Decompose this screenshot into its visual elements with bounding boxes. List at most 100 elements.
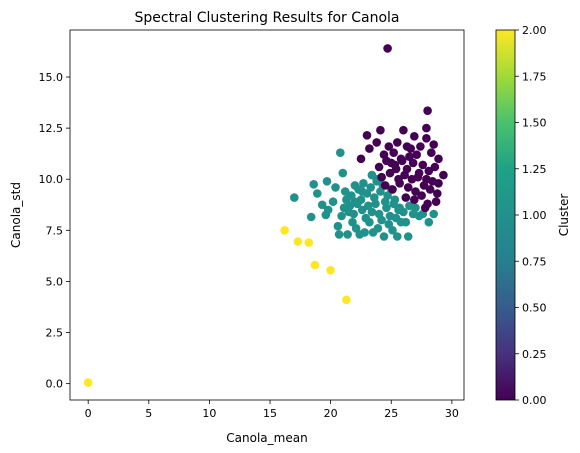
x-tick-label: 30 (445, 407, 459, 420)
data-point-cluster-0 (433, 189, 442, 198)
y-tick-label: 15.0 (39, 71, 64, 84)
data-point-cluster-1 (340, 204, 349, 213)
data-point-cluster-0 (375, 163, 384, 172)
data-point-cluster-1 (360, 228, 369, 237)
data-point-cluster-1 (359, 179, 368, 188)
x-tick-label: 20 (324, 407, 338, 420)
data-point-cluster-2 (342, 296, 351, 305)
data-point-cluster-0 (432, 197, 441, 206)
colorbar-label: Cluster (557, 194, 571, 237)
colorbar-gradient (496, 30, 515, 400)
data-point-cluster-0 (377, 173, 386, 182)
data-point-cluster-0 (423, 106, 432, 115)
data-point-cluster-0 (410, 132, 419, 141)
data-point-cluster-0 (417, 191, 426, 200)
data-point-cluster-1 (371, 200, 380, 209)
data-point-cluster-1 (404, 232, 413, 241)
data-point-cluster-0 (381, 181, 390, 190)
data-point-cluster-0 (363, 131, 372, 140)
data-point-cluster-1 (307, 213, 316, 222)
data-point-cluster-0 (431, 163, 440, 172)
data-point-cluster-0 (434, 179, 443, 188)
data-point-cluster-1 (309, 180, 318, 189)
x-axis-label: Canola_mean (226, 431, 307, 445)
data-point-cluster-0 (399, 126, 408, 135)
data-point-cluster-1 (323, 177, 332, 186)
data-point-cluster-1 (391, 195, 400, 204)
colorbar-tick-label: 0.75 (522, 255, 547, 268)
data-point-cluster-0 (421, 204, 430, 213)
colorbar-tick-label: 1.75 (522, 70, 547, 83)
data-point-cluster-0 (404, 183, 413, 192)
data-point-cluster-1 (337, 212, 346, 221)
chart-title: Spectral Clustering Results for Canola (134, 10, 399, 26)
data-point-cluster-0 (434, 155, 443, 164)
colorbar-tick-label: 1.50 (522, 117, 547, 130)
data-point-cluster-1 (382, 204, 391, 213)
data-point-cluster-0 (389, 148, 398, 157)
data-point-cluster-0 (416, 142, 425, 151)
data-point-cluster-1 (358, 187, 367, 196)
data-point-cluster-1 (380, 232, 389, 241)
data-point-cluster-2 (294, 237, 303, 246)
data-point-cluster-2 (280, 226, 289, 235)
data-point-cluster-0 (388, 185, 397, 194)
data-point-cluster-0 (410, 195, 419, 204)
x-axis-ticks: 0 5 10 15 20 25 30 (85, 400, 459, 420)
colorbar-tick-label: 0.25 (522, 348, 547, 361)
data-point-cluster-2 (84, 378, 93, 387)
plot-area: 0 5 10 15 20 25 30 0.0 2.5 5.0 7.5 10.0 12.5 15.0 (39, 30, 465, 420)
colorbar-tick-label: 2.00 (522, 24, 547, 37)
colorbar-tick-label: 0.50 (522, 302, 547, 315)
data-point-cluster-0 (412, 150, 421, 159)
data-point-cluster-1 (343, 230, 352, 239)
data-point-cluster-0 (357, 155, 366, 164)
x-tick-label: 25 (384, 407, 398, 420)
y-tick-label: 7.5 (46, 224, 64, 237)
colorbar-tick-label: 0.00 (522, 394, 547, 407)
data-point-cluster-2 (305, 238, 314, 247)
data-point-cluster-1 (425, 218, 434, 227)
data-point-cluster-1 (349, 210, 358, 219)
data-point-cluster-0 (439, 171, 448, 180)
data-point-cluster-0 (383, 44, 392, 53)
y-axis-label: Canola_std (9, 182, 23, 248)
y-axis-ticks: 0.0 2.5 5.0 7.5 10.0 12.5 15.0 (39, 71, 71, 391)
data-point-cluster-1 (411, 204, 420, 213)
data-point-cluster-0 (414, 173, 423, 182)
data-point-cluster-1 (429, 210, 438, 219)
data-point-cluster-0 (403, 142, 412, 151)
data-point-cluster-1 (402, 218, 411, 227)
data-point-cluster-0 (402, 193, 411, 202)
data-point-cluster-0 (365, 144, 374, 153)
data-point-cluster-0 (426, 185, 435, 194)
data-point-cluster-1 (334, 222, 343, 231)
data-point-cluster-1 (313, 189, 322, 198)
data-point-cluster-1 (351, 197, 360, 206)
y-tick-label: 2.5 (46, 327, 64, 340)
x-tick-label: 5 (145, 407, 152, 420)
data-point-cluster-1 (335, 230, 344, 239)
data-point-cluster-0 (376, 126, 385, 135)
x-tick-label: 10 (202, 407, 216, 420)
y-tick-label: 12.5 (39, 122, 64, 135)
y-tick-label: 10.0 (39, 173, 64, 186)
data-point-cluster-0 (400, 171, 409, 180)
data-point-cluster-1 (374, 224, 383, 233)
x-tick-label: 0 (85, 407, 92, 420)
data-point-cluster-0 (427, 148, 436, 157)
data-point-cluster-0 (372, 138, 381, 147)
y-tick-label: 5.0 (46, 275, 64, 288)
colorbar-tick-label: 1.00 (522, 209, 547, 222)
colorbar-ticks: 0.00 0.25 0.50 0.75 1.00 1.25 1.50 1.75 2.00 (515, 24, 547, 407)
data-point-cluster-0 (405, 152, 414, 161)
data-point-cluster-1 (290, 193, 299, 202)
colorbar-tick-label: 1.25 (522, 163, 547, 176)
data-point-cluster-1 (329, 197, 338, 206)
data-point-cluster-2 (326, 266, 335, 275)
data-point-cluster-1 (324, 206, 333, 215)
data-point-cluster-0 (395, 179, 404, 188)
data-point-cluster-0 (422, 134, 431, 143)
data-point-cluster-1 (331, 183, 340, 192)
